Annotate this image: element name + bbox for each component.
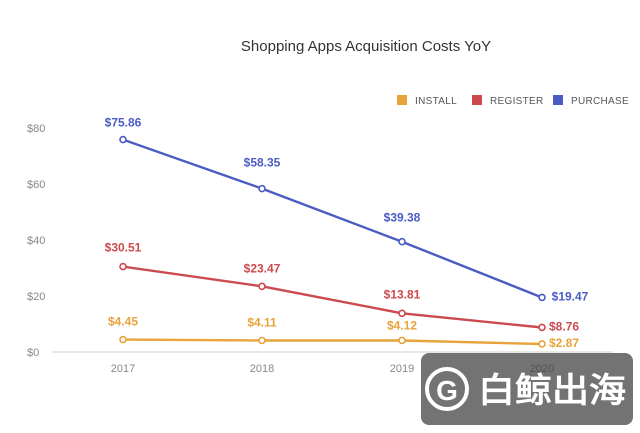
series-register: $30.51 $23.47 $13.81 $8.76 (105, 241, 580, 334)
data-point (258, 282, 266, 291)
legend-label: PURCHASE (571, 96, 629, 107)
data-point (398, 237, 406, 246)
data-label: $13.81 (384, 287, 421, 301)
data-label: $58.35 (244, 156, 281, 170)
data-point (119, 335, 127, 344)
series-layer: $4.45 $4.11 $4.12 $2.87 $30.51 $23.47 $13.81 $8… (105, 116, 589, 350)
series-line (122, 138, 543, 299)
data-point (538, 340, 546, 348)
data-point (119, 135, 127, 144)
data-point (538, 323, 546, 332)
data-label: $39.38 (384, 211, 421, 225)
x-tick-label: 2017 (111, 363, 135, 375)
data-point (538, 293, 546, 302)
data-label: $4.11 (247, 315, 277, 329)
legend-item-purchase: PURCHASE (553, 95, 629, 107)
data-label: $30.51 (105, 241, 142, 255)
data-point (398, 336, 406, 345)
y-tick-label: $40 (27, 235, 45, 247)
watermark: G 白鲸出海 (421, 353, 633, 425)
legend-label: INSTALL (415, 96, 457, 107)
data-point (119, 262, 127, 271)
data-label: $75.86 (105, 116, 142, 130)
series-purchase: $75.86 $58.35 $39.38 $19.47 (105, 116, 589, 304)
legend-item-register: REGISTER (472, 95, 544, 107)
data-point (258, 184, 266, 193)
chart-title: Shopping Apps Acquisition Costs YoY (241, 38, 491, 55)
series-line (122, 338, 543, 346)
data-label: $23.47 (244, 261, 281, 275)
legend-swatch (472, 95, 482, 105)
y-tick-label: $20 (27, 291, 45, 303)
watermark-background (421, 353, 633, 425)
series-line (122, 265, 543, 329)
x-tick-label: 2019 (390, 363, 414, 375)
y-tick-label: $60 (27, 179, 45, 191)
series-install: $4.45 $4.11 $4.12 $2.87 (108, 315, 579, 350)
y-tick-label: $80 (27, 123, 45, 135)
x-tick-label: 2018 (250, 363, 274, 375)
legend: INSTALL REGISTER PURCHASE (397, 95, 629, 107)
data-label: $8.76 (549, 319, 579, 333)
data-label: $4.12 (387, 318, 417, 332)
data-point (398, 309, 406, 318)
legend-item-install: INSTALL (397, 95, 457, 107)
axes: $0$20$40$60$802017201820192020 (27, 123, 613, 375)
watermark-logo-letter: G (436, 375, 458, 406)
watermark-logo-icon (425, 367, 469, 411)
legend-label: REGISTER (490, 96, 544, 107)
data-point (258, 336, 266, 345)
legend-swatch (397, 95, 407, 105)
data-label: $19.47 (552, 289, 589, 303)
data-label: $2.87 (549, 336, 579, 350)
y-tick-label: $0 (27, 347, 39, 359)
data-label: $4.45 (108, 315, 138, 329)
watermark-text: 白鲸出海 (478, 372, 626, 410)
legend-swatch (553, 95, 563, 105)
